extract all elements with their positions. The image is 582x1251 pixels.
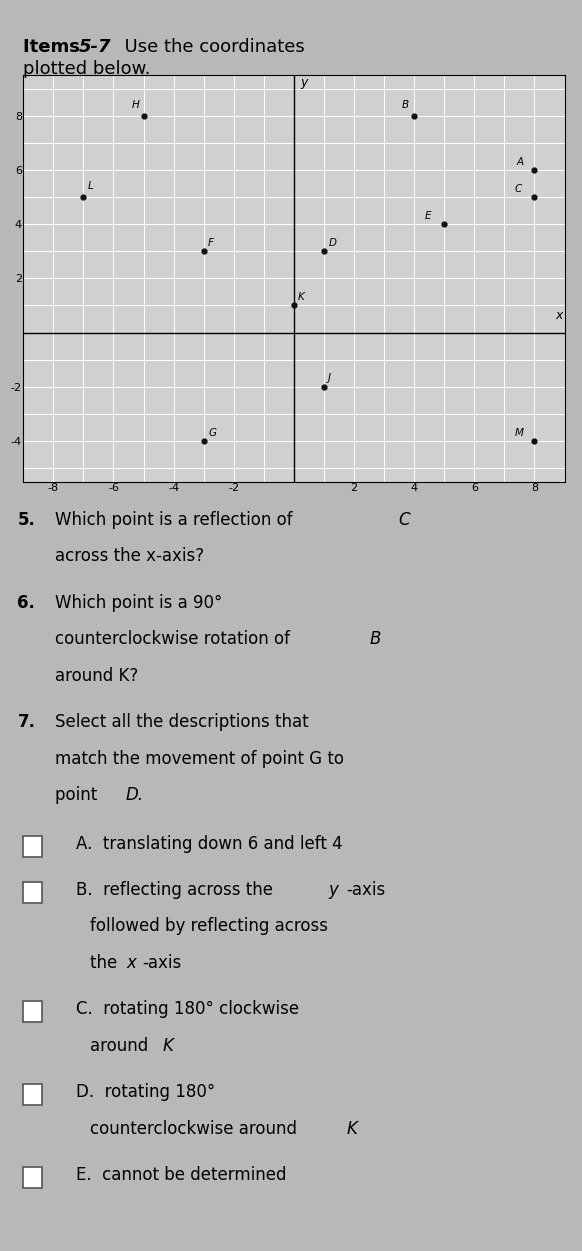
Text: C: C (399, 510, 410, 529)
Text: 5-7: 5-7 (79, 38, 111, 55)
Text: match the movement of point G to: match the movement of point G to (55, 749, 345, 768)
Text: G: G (208, 428, 216, 438)
FancyBboxPatch shape (23, 1167, 42, 1187)
Text: plotted below.: plotted below. (23, 60, 151, 78)
Text: K: K (163, 1037, 174, 1055)
Text: around K?: around K? (55, 667, 139, 684)
Text: Use the coordinates: Use the coordinates (113, 38, 305, 55)
Text: Select all the descriptions that: Select all the descriptions that (55, 713, 309, 731)
Text: x: x (127, 955, 137, 972)
Text: followed by reflecting across: followed by reflecting across (90, 917, 328, 936)
Text: B: B (402, 100, 409, 110)
Text: 5.: 5. (17, 510, 36, 529)
Text: D.  rotating 180°: D. rotating 180° (76, 1083, 215, 1101)
Text: F: F (208, 238, 214, 248)
Text: counterclockwise around: counterclockwise around (90, 1120, 303, 1137)
Text: J: J (328, 373, 331, 383)
Text: E.  cannot be determined: E. cannot be determined (76, 1166, 286, 1183)
Text: B: B (370, 631, 381, 648)
Text: the: the (90, 955, 123, 972)
Text: y: y (301, 76, 308, 89)
FancyBboxPatch shape (23, 836, 42, 857)
Text: 7.: 7. (17, 713, 36, 731)
Text: L: L (88, 181, 94, 191)
Text: around: around (90, 1037, 154, 1055)
Text: 6.: 6. (17, 593, 36, 612)
Text: -axis: -axis (346, 881, 385, 898)
Text: x: x (555, 309, 562, 322)
Text: K: K (346, 1120, 357, 1137)
Text: across the x-axis?: across the x-axis? (55, 548, 204, 565)
Text: A: A (516, 156, 524, 166)
Text: -axis: -axis (143, 955, 182, 972)
Text: y: y (329, 881, 339, 898)
Text: H: H (132, 100, 139, 110)
Text: A.  translating down 6 and left 4: A. translating down 6 and left 4 (76, 834, 342, 852)
Text: E: E (425, 210, 431, 220)
Text: K: K (297, 291, 304, 301)
Text: Items: Items (23, 38, 86, 55)
Text: D.: D. (125, 787, 143, 804)
Text: M: M (515, 428, 524, 438)
FancyBboxPatch shape (23, 1085, 42, 1105)
FancyBboxPatch shape (23, 882, 42, 903)
Text: C.  rotating 180° clockwise: C. rotating 180° clockwise (76, 1000, 299, 1018)
Text: Which point is a 90°: Which point is a 90° (55, 593, 223, 612)
Text: B.  reflecting across the: B. reflecting across the (76, 881, 278, 898)
Text: Which point is a reflection of: Which point is a reflection of (55, 510, 298, 529)
Text: counterclockwise rotation of: counterclockwise rotation of (55, 631, 296, 648)
Text: D: D (328, 238, 336, 248)
FancyBboxPatch shape (23, 1001, 42, 1022)
Text: C: C (515, 184, 522, 194)
Text: point: point (55, 787, 103, 804)
